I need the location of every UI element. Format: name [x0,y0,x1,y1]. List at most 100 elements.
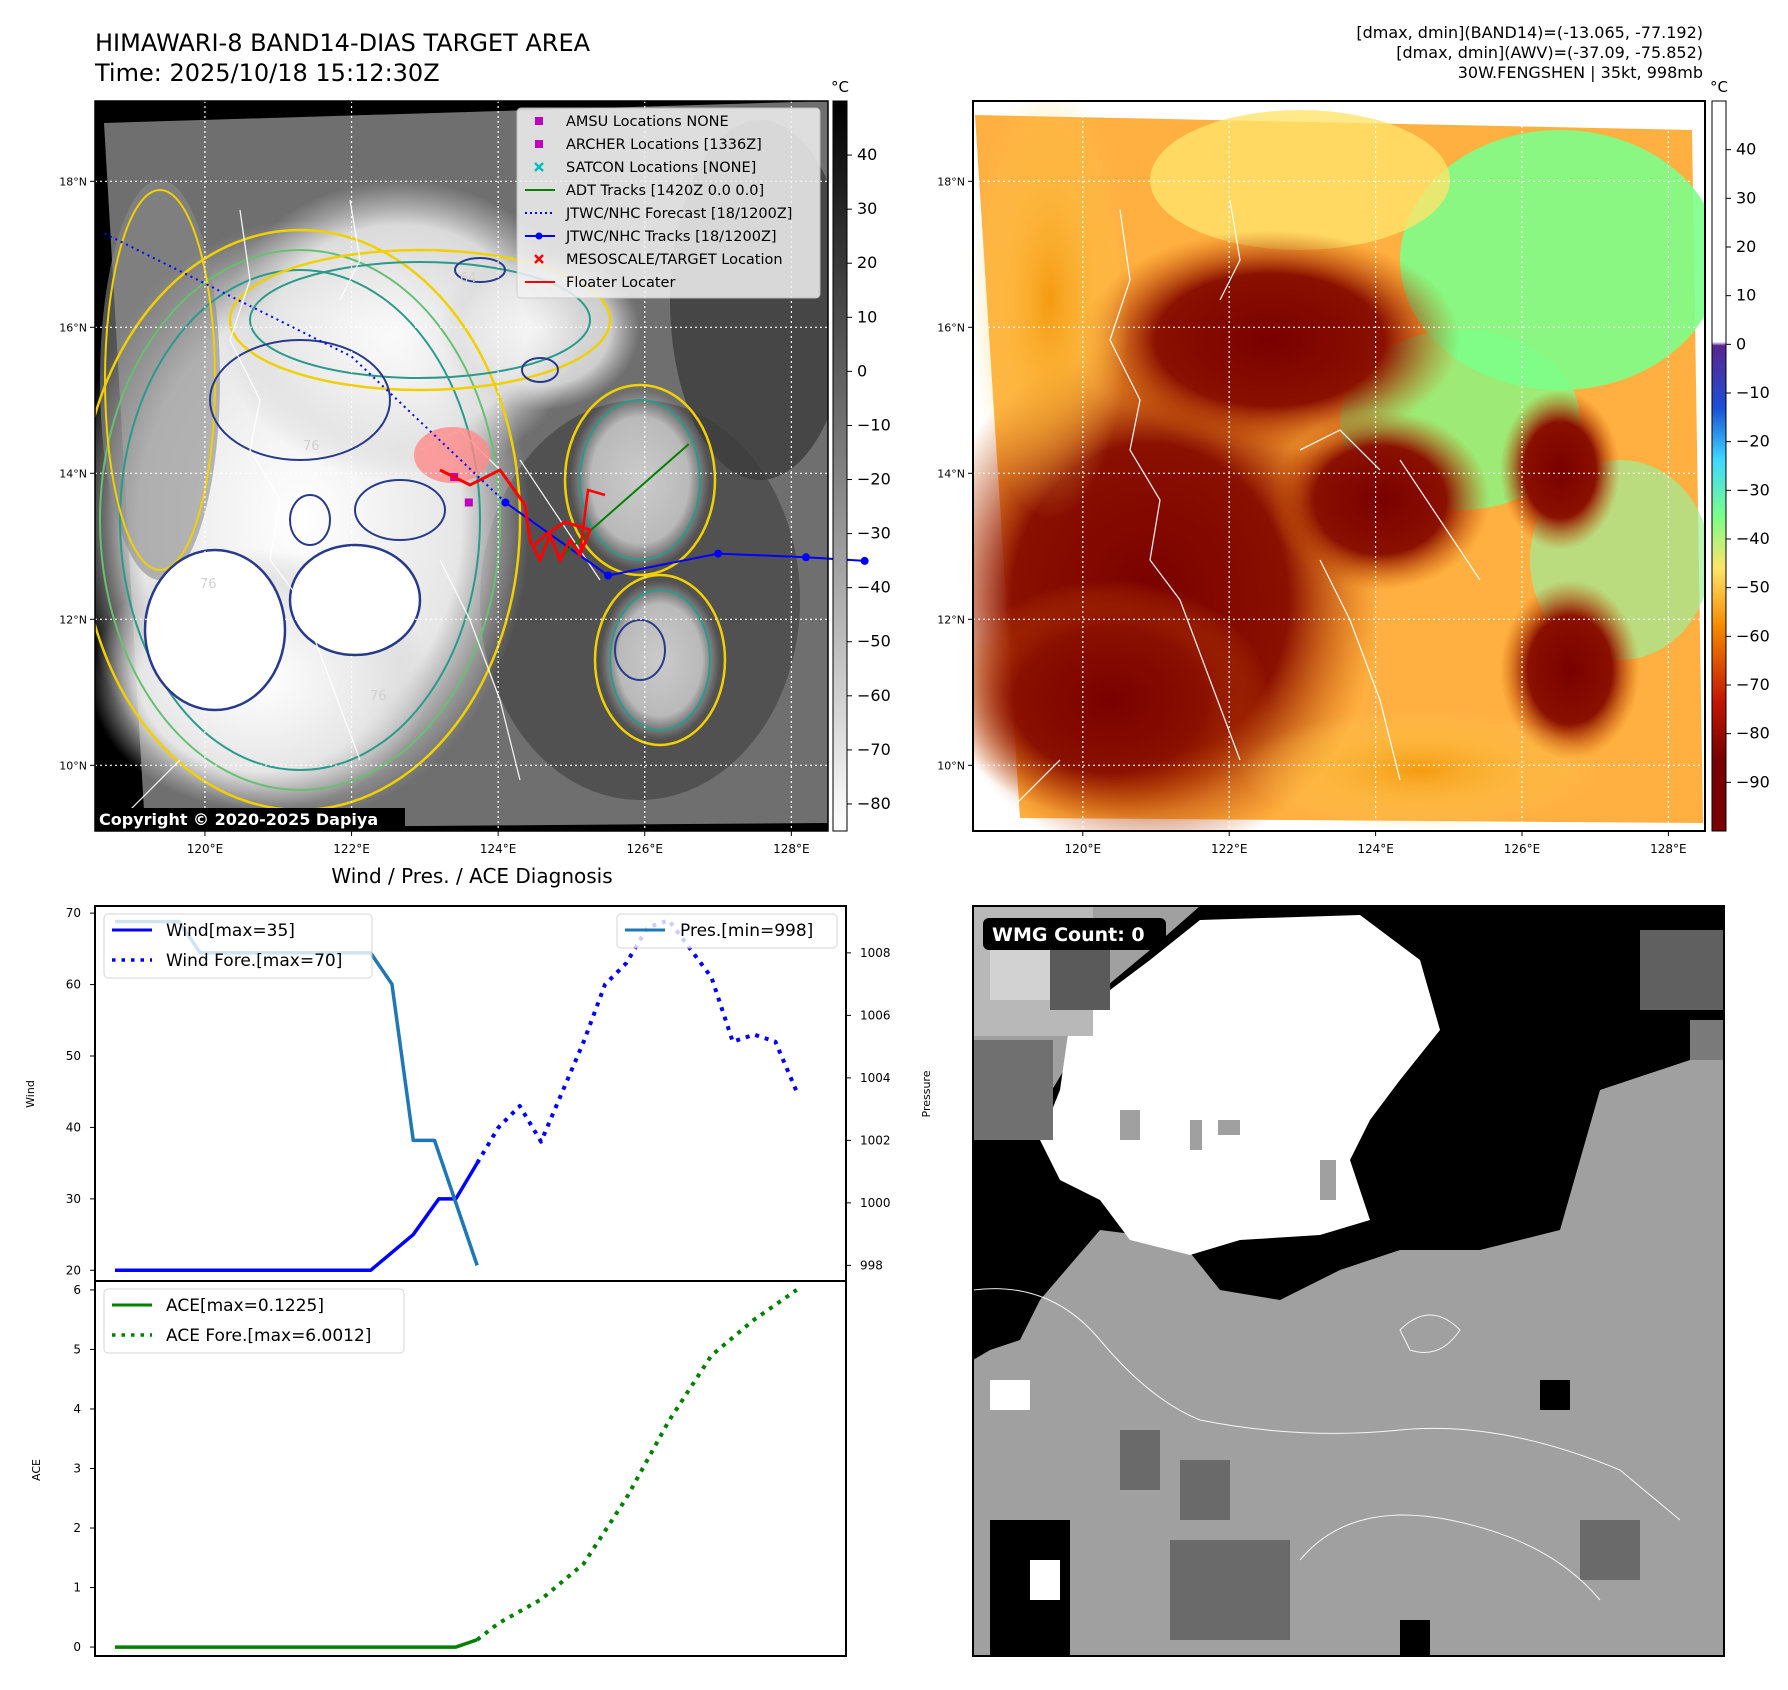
wind-legend-label: Wind[max=35] [166,921,295,941]
contour-label: 76 [370,689,387,704]
left-tick-label: 6 [73,1283,81,1297]
left-tick-label: 70 [66,906,81,920]
legend-marker-x [534,254,544,264]
gray-colorbar-tick-label: −40 [857,578,891,597]
gray-colorbar-tick-label: 20 [857,253,877,272]
left-tick-label: 60 [66,978,81,992]
title-line1: HIMAWARI-8 BAND14-DIAS TARGET AREA [95,29,591,57]
wmg-frame [972,905,1725,1657]
color-colorbar-tick-label: 30 [1736,188,1756,207]
color-map-lon-label: 124°E [1357,842,1394,856]
pressure-legend: Pres.[min=998] [616,913,838,949]
gray-colorbar-tick-label: −10 [857,415,891,434]
contour-label: 64 [460,271,477,286]
jtwc-track-point [802,553,811,562]
color-map-lon-label: 122°E [1211,842,1248,856]
left-tick-label: 4 [73,1402,81,1416]
legend-marker-x [534,162,544,172]
legend-label: JTWC/NHC Tracks [18/1200Z] [565,229,777,245]
color-colorbar-tick-label: 10 [1736,286,1756,305]
color-map-panel: 120°E 122°E 124°E 126°E 128°E 18°N 16°N 14°N 12°… [937,100,1706,856]
ace-axis-label: ACE [30,1459,43,1481]
gray-colorbar-tick-label: 10 [857,307,877,326]
contour-label: 76 [200,577,217,592]
jtwc-track-point [860,556,869,565]
legend-label: ADT Tracks [1420Z 0.0 0.0] [566,183,764,199]
right-tick-label: 1002 [860,1133,891,1147]
color-colorbar-tick-label: −70 [1736,675,1770,694]
series-line-ace-fore- [475,1288,798,1642]
ir-map-lat-label: 12°N [59,613,87,626]
copyright-box [95,808,405,831]
left-tick-label: 30 [66,1192,81,1206]
ir-map-lat-label: 10°N [59,759,87,772]
left-tick-label: 3 [73,1462,81,1476]
copyright-text: Copyright © 2020-2025 Dapiya [99,810,378,829]
adt-track [563,443,690,555]
ir-map-lon-label: 120°E [187,842,224,856]
left-tick-label: 40 [66,1120,81,1134]
legend-label: MESOSCALE/TARGET Location [566,252,783,268]
jtwc-track-point [714,549,723,558]
color-map-lat-label: 12°N [937,613,965,626]
color-colorbar-tick-label: −30 [1736,480,1770,499]
gray-colorbar-unit: °C [831,78,849,96]
right-tick-label: 998 [860,1258,883,1272]
legend-marker-square [535,117,543,125]
gray-colorbar-tick-label: −20 [857,470,891,489]
floater-locater-hook [578,488,606,554]
ir-map-lat-label: 16°N [59,321,87,334]
legend-label: SATCON Locations [NONE] [566,160,756,176]
gray-colorbar-tick-label: 0 [857,361,867,380]
ir-map-frame [94,100,829,832]
color-colorbar-unit: °C [1710,78,1728,96]
left-tick-label: 5 [73,1342,81,1356]
color-colorbar-tick-label: −60 [1736,626,1770,645]
wmg-count-box [983,918,1166,950]
legend-label: ARCHER Locations [1336Z] [566,137,762,153]
color-map-lat-label: 10°N [937,759,965,772]
wind-forecast-legend-label: Wind Fore.[max=70] [166,951,342,971]
legend-marker-square [535,140,543,148]
left-tick-label: 20 [66,1263,81,1277]
color-imagery [973,101,1705,831]
gray-colorbar-tick-label: −80 [857,794,891,813]
pressure-axis-label: Pressure [920,1070,933,1117]
title-line2: Time: 2025/10/18 15:12:30Z [94,59,440,87]
gray-colorbar-tick-label: 40 [857,145,877,164]
ace-legend-box [103,1288,405,1354]
legend-label: AMSU Locations NONE [566,114,729,130]
pressure-legend-box [616,913,838,949]
wind-legend: Wind[max=35] Wind Fore.[max=70] [103,913,373,979]
ir-map-panel: 76 76 64 76 AMSU Locations NONE ARCHER Lo… [59,100,869,856]
left-tick-label: 2 [73,1521,81,1535]
gray-colorbar: °C 40 30 20 10 0 −10 −20 −30 −40 −50 −60 −70 −80 [831,78,891,832]
color-colorbar-tick-label: −90 [1736,772,1770,791]
color-colorbar-tick-label: −10 [1736,383,1770,402]
color-map-lat-label: 16°N [937,321,965,334]
info-line1: [dmax, dmin](BAND14)=(-13.065, -77.192) [1356,23,1703,42]
color-map-gridlines [973,101,1705,831]
wind-axis-label: Wind [24,1080,37,1108]
color-map-axis-labels: 120°E 122°E 124°E 126°E 128°E 18°N 16°N 14°N 12°… [937,175,1686,856]
legend-box [516,107,821,299]
color-map-lat-label: 14°N [937,467,965,480]
color-colorbar-tick-label: −50 [1736,578,1770,597]
color-map-lon-label: 126°E [1504,842,1541,856]
color-colorbar-tick-label: 0 [1736,334,1746,353]
legend-label: JTWC/NHC Forecast [18/1200Z] [565,206,792,222]
gray-colorbar-tick-label: −60 [857,686,891,705]
ir-map-lon-label: 122°E [333,842,370,856]
color-colorbar-tick-label: −20 [1736,432,1770,451]
diagnosis-title: Wind / Pres. / ACE Diagnosis [331,864,612,888]
legend-marker-dot [535,232,543,240]
ir-map-lat-label: 18°N [59,175,87,188]
legend-label: Floater Locater [566,275,675,291]
left-tick-label: 50 [66,1049,81,1063]
ace-legend: ACE[max=0.1225] ACE Fore.[max=6.0012] [103,1288,405,1354]
series-line-ace [115,1638,478,1649]
gray-colorbar-tick-label: −70 [857,740,891,759]
left-tick-label: 0 [73,1640,81,1654]
ace-forecast-legend-label: ACE Fore.[max=6.0012] [166,1326,371,1346]
